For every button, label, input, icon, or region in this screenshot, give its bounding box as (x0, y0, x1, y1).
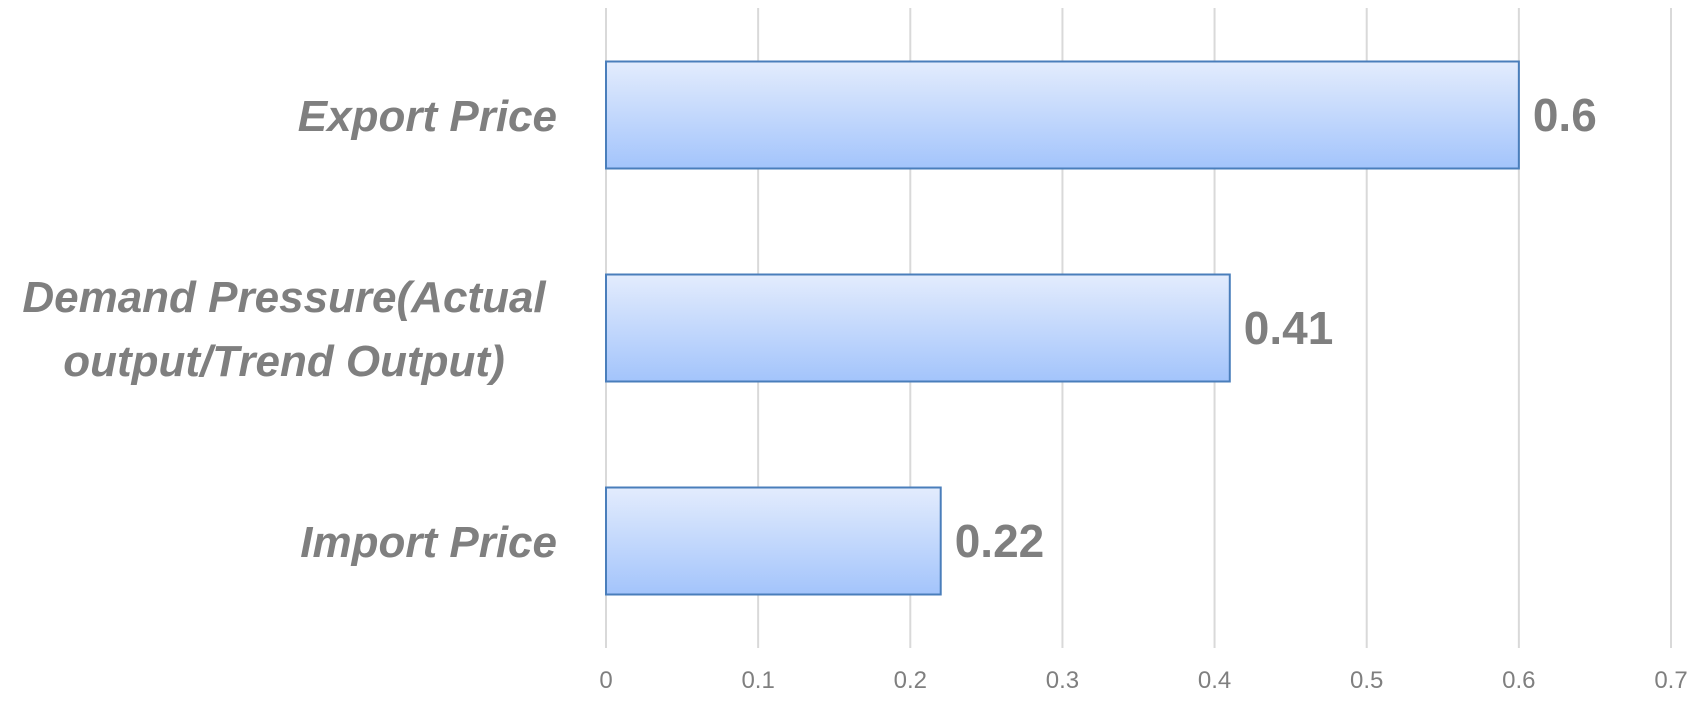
bar-0 (605, 60, 1520, 170)
x-tick-label: 0.3 (1046, 667, 1079, 694)
x-tick-label: 0.6 (1502, 667, 1535, 694)
category-labels: Export Price Demand Pressure(Actual output… (22, 92, 557, 567)
data-label: 0.6 (1533, 89, 1597, 141)
x-axis-tick-labels: 0 0.1 0.2 0.3 0.4 0.5 0.6 0.7 (599, 667, 1687, 694)
x-tick-label: 0.1 (741, 667, 774, 694)
data-label: 0.22 (955, 515, 1045, 567)
x-tick-label: 0.5 (1350, 667, 1383, 694)
x-tick-label: 0.2 (894, 667, 927, 694)
data-label: 0.41 (1244, 302, 1334, 354)
bar-2 (605, 486, 942, 596)
data-labels: 0.6 0.41 0.22 (955, 89, 1597, 567)
x-tick-label: 0.7 (1654, 667, 1687, 694)
category-label: Export Price (298, 92, 557, 141)
bars (605, 60, 1520, 596)
category-label: Import Price (300, 518, 557, 567)
bar-1 (605, 273, 1231, 383)
category-label: output/Trend Output) (63, 337, 505, 386)
category-label: Demand Pressure(Actual (22, 273, 546, 322)
x-tick-label: 0 (599, 667, 612, 694)
x-tick-label: 0.4 (1198, 667, 1231, 694)
